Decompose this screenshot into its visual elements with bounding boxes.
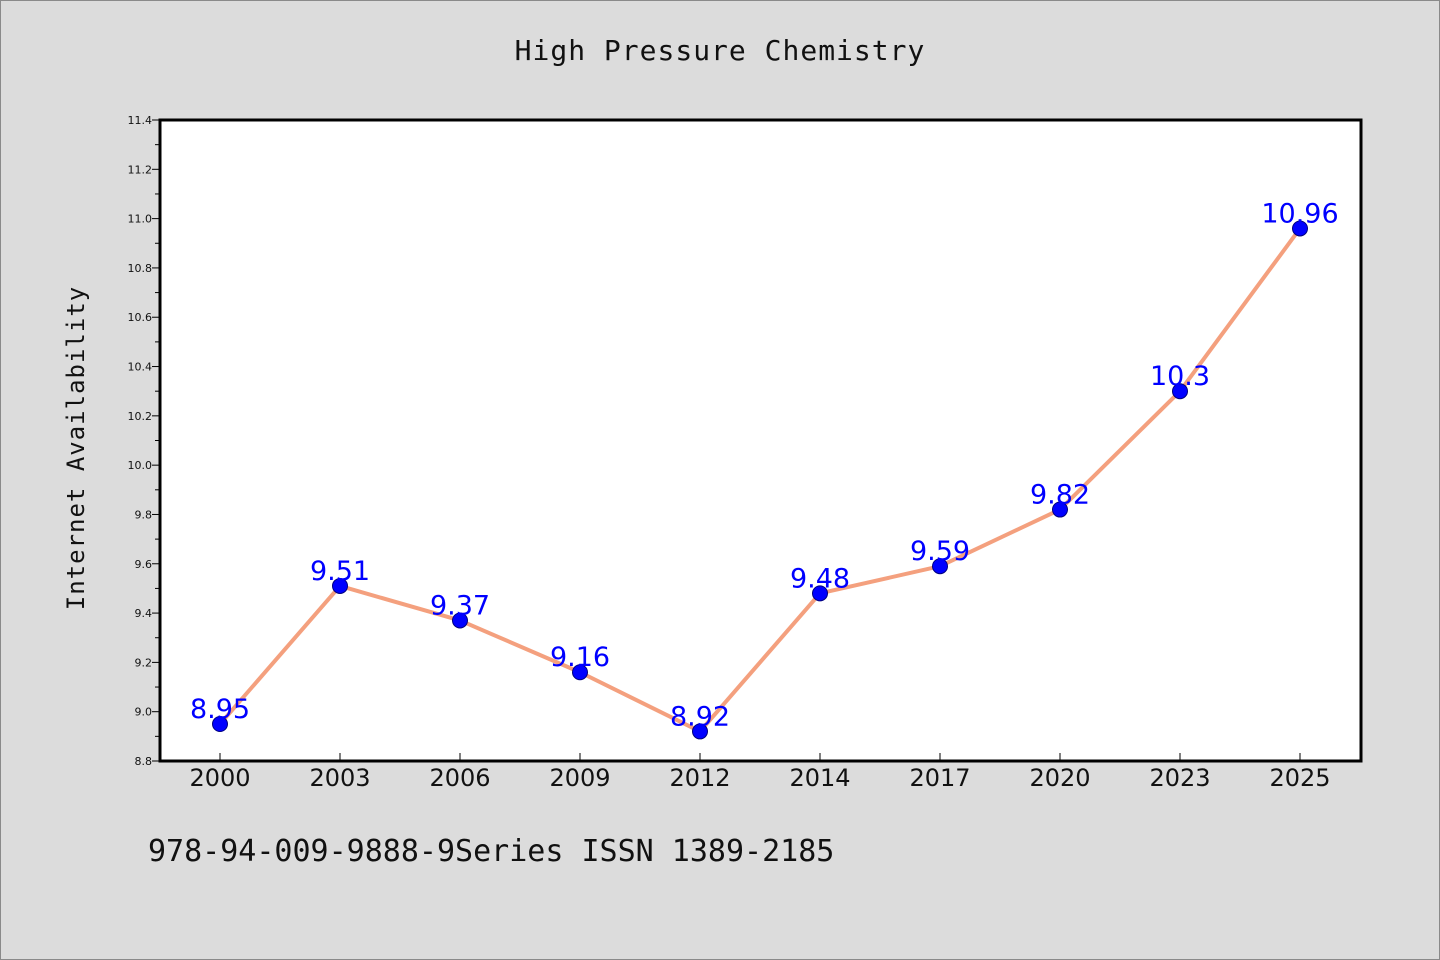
data-label-2025: 10.96 bbox=[1261, 198, 1338, 229]
plot-area bbox=[158, 118, 1363, 763]
data-label-2017: 9.59 bbox=[910, 536, 970, 567]
data-label-2000: 8.95 bbox=[190, 694, 250, 725]
y-tick-label: 9.8 bbox=[135, 508, 153, 521]
y-tick-label: 10.6 bbox=[128, 311, 153, 324]
series-issn-footer: 978-94-009-9888-9Series ISSN 1389-2185 bbox=[148, 834, 835, 869]
y-tick-label: 10.4 bbox=[128, 361, 153, 374]
data-label-2012: 8.92 bbox=[670, 701, 730, 732]
x-tick-label: 2009 bbox=[549, 764, 610, 792]
data-labels: 8.95 9.51 9.37 9.16 8.92 9.48 9.59 9.82 10.3 10.9… bbox=[190, 198, 1339, 732]
data-point-2014 bbox=[812, 585, 828, 602]
y-tick-label: 11.4 bbox=[128, 114, 153, 127]
y-tick-label: 10.2 bbox=[128, 410, 153, 423]
x-tick-label: 2014 bbox=[789, 764, 850, 792]
y-tick-label: 9.2 bbox=[135, 656, 153, 669]
y-tick-label: 9.4 bbox=[135, 607, 153, 620]
data-label-2003: 9.51 bbox=[310, 556, 370, 587]
y-tick-label: 11.2 bbox=[128, 163, 153, 176]
data-label-2020: 9.82 bbox=[1030, 480, 1090, 511]
data-point-2020 bbox=[1052, 501, 1068, 518]
x-tick-label: 2006 bbox=[429, 764, 490, 792]
x-tick-label: 2012 bbox=[669, 764, 730, 792]
y-tick-label: 11.0 bbox=[128, 213, 153, 226]
data-point-2006 bbox=[452, 612, 468, 629]
data-label-2014: 9.48 bbox=[790, 563, 850, 594]
x-axis: 2000 2003 2006 2009 2012 2014 2017 2020 2023 2025 bbox=[189, 753, 1331, 792]
data-point-2003 bbox=[332, 577, 348, 594]
data-point-2017 bbox=[932, 558, 948, 575]
y-axis-label: Internet Availability bbox=[62, 286, 90, 610]
data-point-2025 bbox=[1292, 220, 1308, 237]
y-tick-label: 10.0 bbox=[128, 459, 153, 472]
chart-title: High Pressure Chemistry bbox=[514, 34, 926, 67]
data-point-2009 bbox=[572, 664, 588, 681]
data-point-2023 bbox=[1172, 383, 1188, 400]
data-point-2000 bbox=[212, 716, 228, 733]
x-tick-label: 2017 bbox=[909, 764, 970, 792]
series-markers bbox=[212, 220, 1308, 740]
y-tick-label: 10.8 bbox=[128, 262, 153, 275]
data-label-2009: 9.16 bbox=[550, 642, 610, 673]
data-label-2006: 9.37 bbox=[430, 590, 490, 621]
x-tick-label: 2003 bbox=[309, 764, 370, 792]
y-tick-label: 9.0 bbox=[135, 706, 153, 719]
x-tick-label: 2020 bbox=[1029, 764, 1090, 792]
y-tick-label: 9.6 bbox=[135, 558, 153, 571]
data-point-2012 bbox=[692, 723, 708, 740]
x-tick-label: 2025 bbox=[1269, 764, 1330, 792]
y-axis: 8.8 9.0 9.2 9.4 9.6 9.8 10.0 10.2 10.4 10.6 10.8 11… bbox=[128, 114, 160, 768]
data-label-2023: 10.3 bbox=[1150, 361, 1210, 392]
series-line bbox=[218, 227, 1302, 734]
x-tick-label: 2023 bbox=[1149, 764, 1210, 792]
y-tick-label: 8.8 bbox=[135, 755, 153, 768]
x-tick-label: 2000 bbox=[189, 764, 250, 792]
